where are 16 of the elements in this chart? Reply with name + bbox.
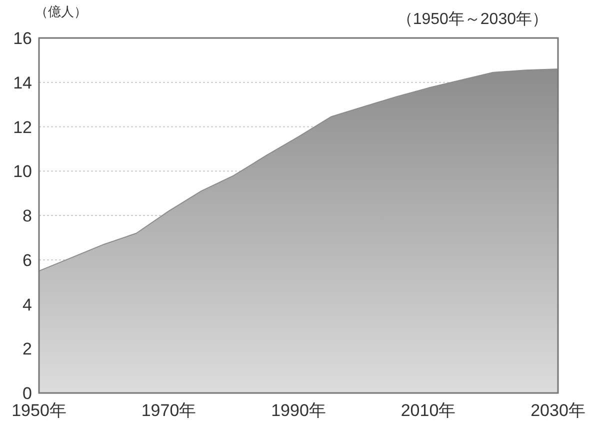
y-axis-title: （億人） (35, 4, 87, 19)
y-tick-label: 14 (13, 73, 32, 92)
x-tick-label: 1970年 (141, 401, 196, 420)
y-tick-label: 16 (13, 29, 32, 48)
y-tick-label: 4 (22, 295, 32, 314)
x-tick-label: 1990年 (271, 401, 326, 420)
x-tick-label: 2010年 (400, 401, 456, 420)
x-tick-label: 2030年 (530, 401, 586, 420)
y-tick-label: 8 (22, 206, 32, 226)
y-tick-label: 2 (22, 340, 32, 359)
x-tick-label: 1950年 (12, 401, 66, 420)
y-tick-label: 12 (13, 118, 32, 137)
y-tick-label: 10 (13, 162, 32, 182)
y-tick-label: 0 (22, 384, 32, 403)
y-tick-label: 6 (22, 250, 32, 270)
text: （1950年～2030年） (396, 11, 548, 28)
